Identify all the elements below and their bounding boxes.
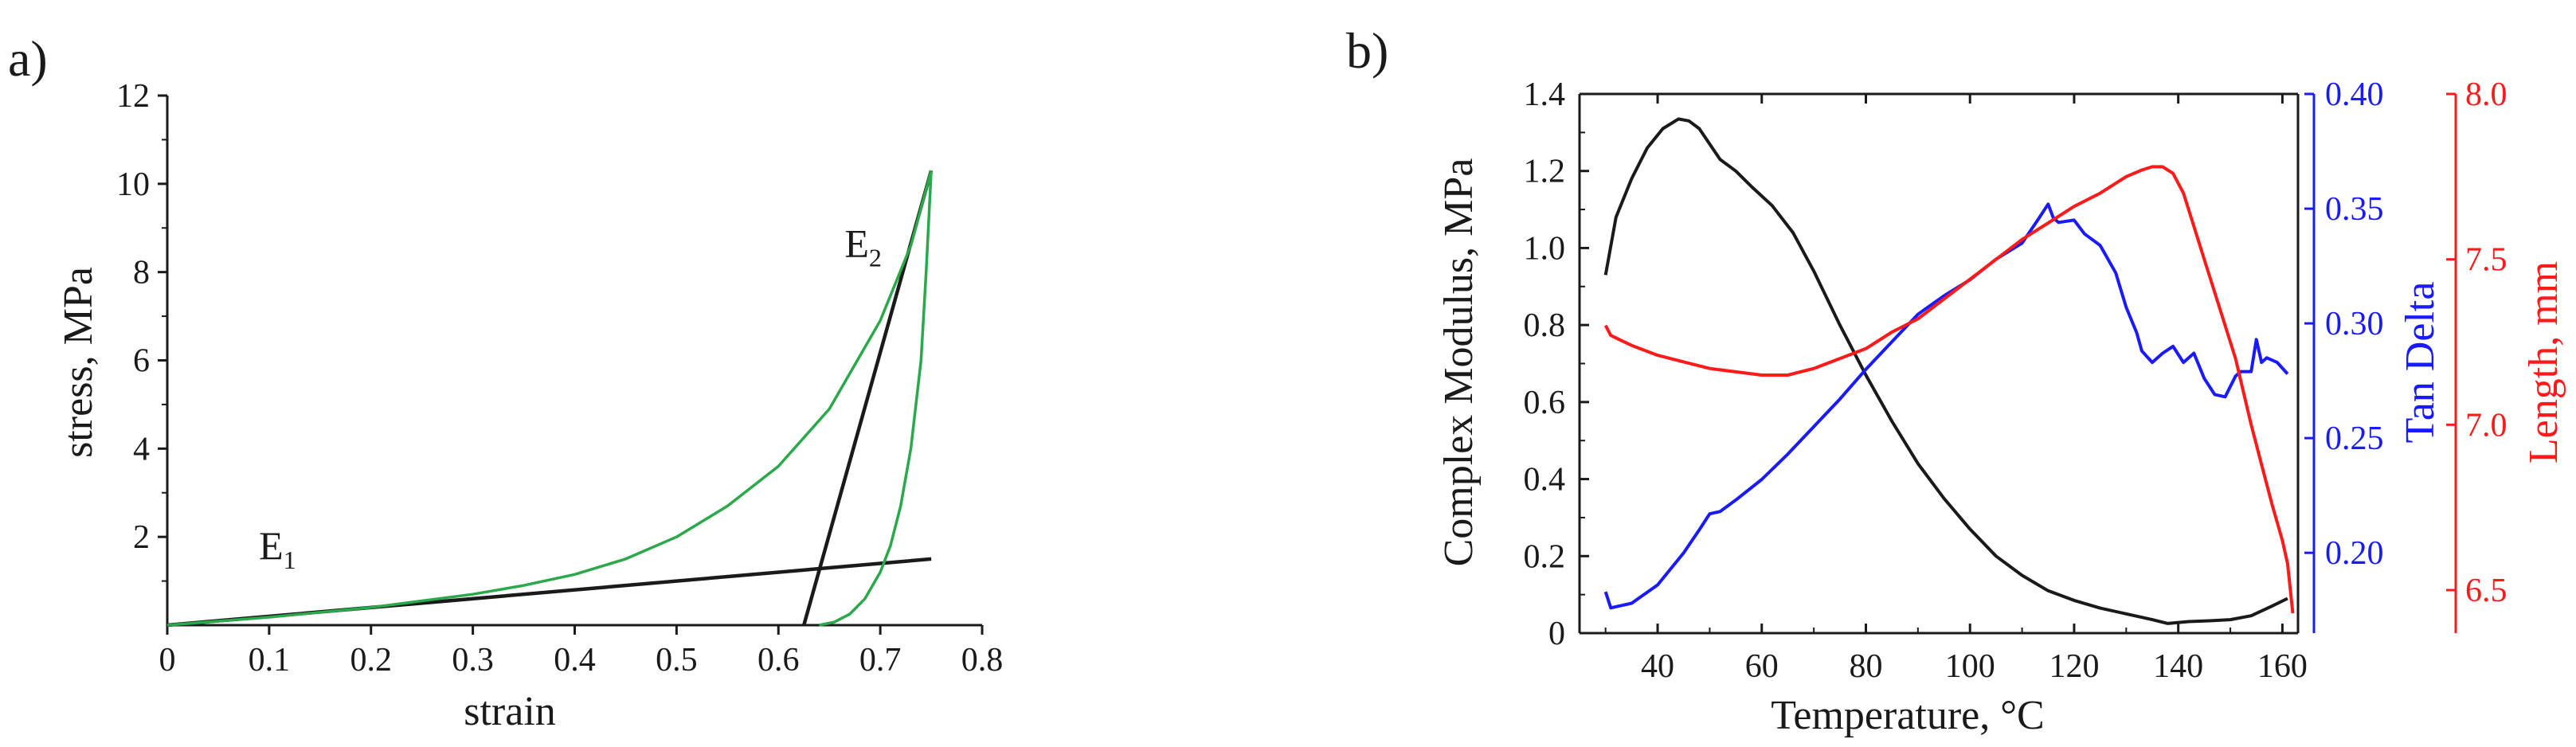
- panel-a-series-unloading: [819, 170, 933, 627]
- panel-b-left-tick-label: 1.4: [1524, 76, 1566, 113]
- panel-b-length-axis-title: Length, mm: [2521, 261, 2566, 463]
- panel-a-x-axis-title: strain: [464, 689, 556, 734]
- panel-b-length-tick-label: 7.5: [2465, 242, 2507, 279]
- panel-b-tandelta-tick-label: 0.40: [2325, 76, 2384, 113]
- panel-a-y-tick-label: 8: [133, 255, 150, 291]
- panel-a-y-tick-label: 10: [116, 166, 150, 203]
- panel-a-y-tick-label: 2: [133, 519, 150, 556]
- panel-b-series-length: [1603, 165, 2295, 614]
- panel-b-series-complex-modulus: [1603, 117, 2288, 625]
- panel-b-x-tick-label: 160: [2257, 648, 2308, 685]
- panel-b-x-tick-label: 60: [1745, 648, 1779, 685]
- panel-b-tandelta-axis-title: Tan Delta: [2398, 282, 2443, 444]
- panel-a-annotation-E1: E1: [259, 523, 296, 574]
- panel-b-x-tick-label: 120: [2049, 648, 2099, 685]
- panel-b-length-tick-label: 6.5: [2465, 573, 2507, 609]
- panel-b-left-tick-label: 0.6: [1524, 385, 1566, 421]
- panel-a-x-tick-label: 0.6: [758, 642, 800, 679]
- panel-a-label: a): [8, 30, 48, 87]
- panel-b-x-axis-title: Temperature, °C: [1771, 693, 2044, 738]
- panel-a-x-tick-label: 0.3: [452, 642, 494, 679]
- panel-b-dma-chart: b) Temperature, °C Complex Modulus, MPa …: [1346, 22, 2566, 738]
- panel-a-series-loading: [166, 170, 933, 627]
- panel-b-series-tan-delta: [1603, 202, 2289, 610]
- panel-a-annotation-sub: 1: [284, 546, 296, 574]
- panel-b-x-tick-label: 100: [1945, 648, 1995, 685]
- panel-a-x-tick-label: 0.8: [961, 642, 1004, 679]
- panel-a-annotation-base: E: [844, 221, 869, 265]
- panel-b-left-tick-label: 1.2: [1524, 154, 1566, 190]
- panel-b-tandelta-tick-label: 0.30: [2325, 306, 2384, 342]
- panel-a-x-tick-label: 0: [159, 642, 176, 679]
- panel-b-tandelta-tick-label: 0.25: [2325, 420, 2384, 457]
- panel-b-tandelta-tick-label: 0.35: [2325, 191, 2384, 228]
- panel-b-x-tick-label: 40: [1641, 648, 1674, 685]
- panel-a-x-tick-label: 0.2: [350, 642, 393, 679]
- panel-b-left-axis-title: Complex Modulus, MPa: [1436, 158, 1482, 567]
- panel-a-y-tick-label: 4: [133, 431, 150, 467]
- panel-a-annotation-sub: 2: [869, 243, 882, 272]
- panel-b-left-tick-label: 0.4: [1524, 462, 1566, 499]
- panel-b-left-tick-label: 0.2: [1524, 538, 1566, 575]
- panel-a-annotation-E2: E2: [844, 221, 882, 272]
- panel-a-stress-strain-chart: a) strain stress, MPa 0 0.1 0.2 0.3 0.4 0.5 0.…: [8, 30, 1003, 734]
- panel-b-length-tick-label: 7.0: [2465, 407, 2507, 444]
- panel-a-annotation-base: E: [259, 523, 284, 568]
- panel-a-y-tick-label: 12: [116, 78, 150, 115]
- panel-b-length-tick-label: 8.0: [2465, 76, 2507, 113]
- panel-a-x-tick-label: 0.4: [554, 642, 596, 679]
- panel-b-plot-area: 40 60 80 100 120 140 160 0 0.2 0.4 0.6 0.8 1.0 1.2 1.4…: [1524, 76, 2507, 685]
- panel-a-x-tick-label: 0.7: [859, 642, 902, 679]
- panel-b-label: b): [1346, 22, 1388, 79]
- panel-b-x-tick-label: 80: [1849, 648, 1882, 685]
- panel-a-x-tick-label: 0.5: [656, 642, 698, 679]
- panel-a-x-tick-label: 0.1: [249, 642, 291, 679]
- panel-b-x-tick-label: 140: [2153, 648, 2203, 685]
- panel-b-tandelta-tick-label: 0.20: [2325, 535, 2384, 572]
- panel-a-y-tick-label: 6: [133, 343, 150, 380]
- panel-b-left-tick-label: 1.0: [1524, 230, 1566, 267]
- panel-a-y-axis-title: stress, MPa: [56, 267, 101, 458]
- panel-b-left-tick-label: 0.8: [1524, 307, 1566, 344]
- panel-b-left-tick-label: 0: [1548, 616, 1565, 652]
